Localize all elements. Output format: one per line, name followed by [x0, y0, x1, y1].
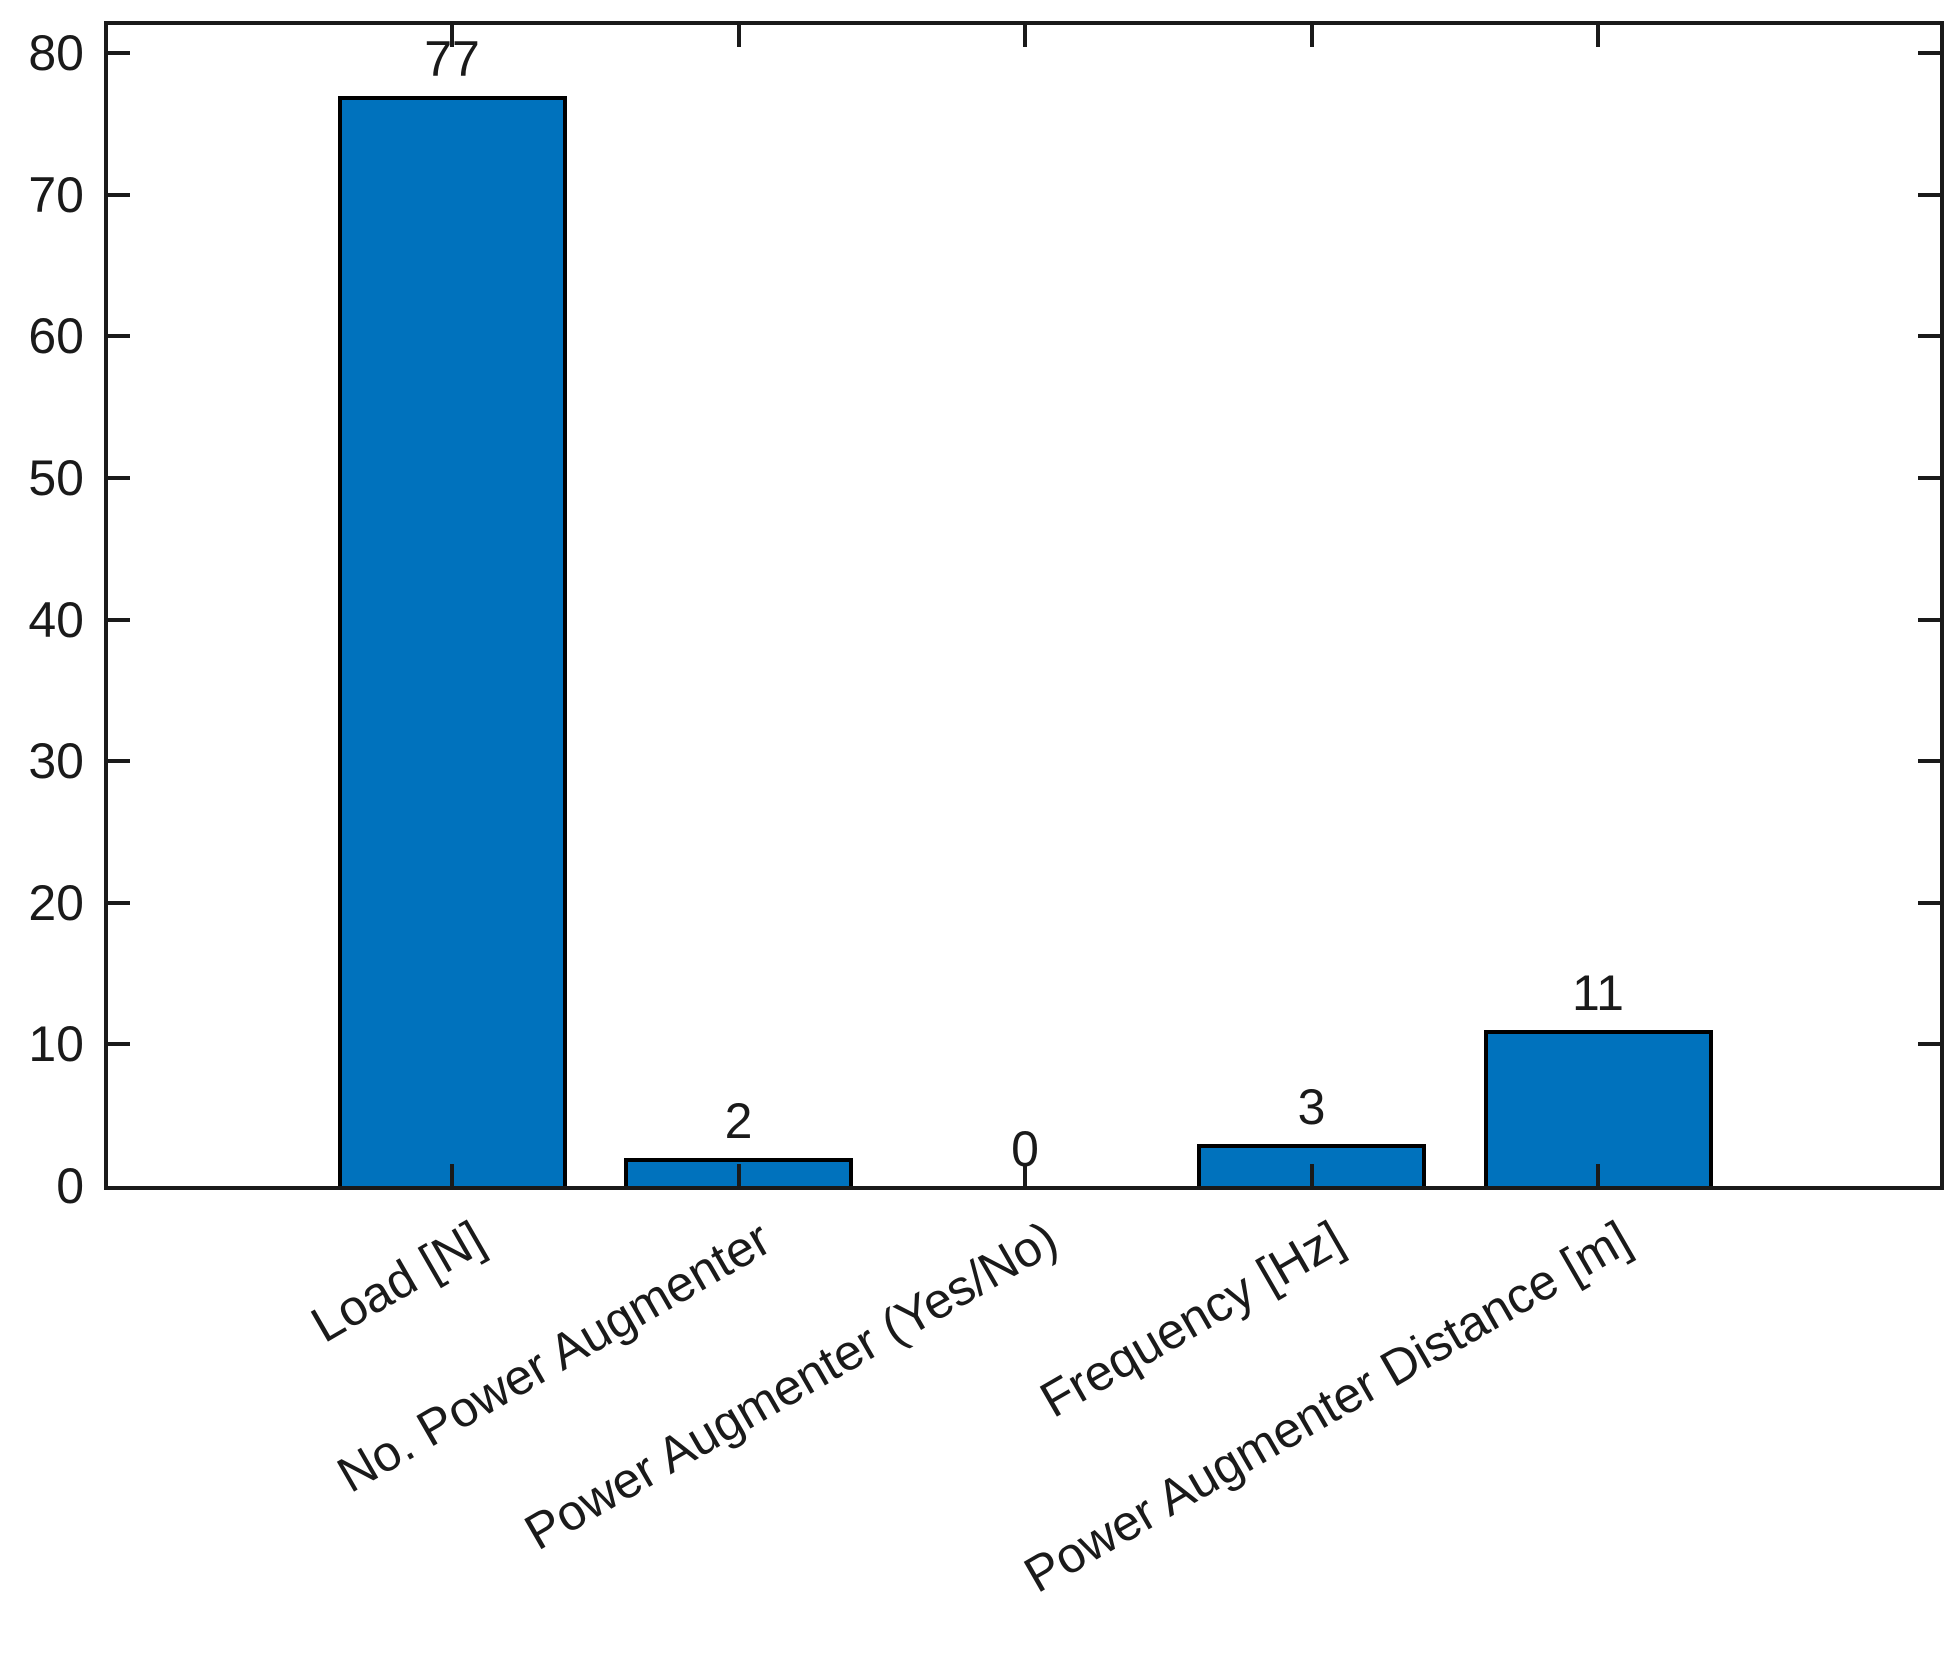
- y-axis-tick-label: 80: [28, 25, 84, 82]
- y-axis-tick-label: 70: [28, 166, 84, 223]
- y-axis-tick-label: 40: [28, 591, 84, 648]
- y-tick-mark-left: [108, 617, 130, 622]
- y-axis-tick-label: 20: [28, 874, 84, 931]
- y-tick-mark-right: [1918, 900, 1940, 905]
- y-tick-mark-right: [1918, 51, 1940, 56]
- x-tick-mark-bottom: [1023, 1164, 1027, 1186]
- x-tick-mark-top: [1023, 25, 1027, 47]
- plot-area: [104, 21, 1944, 1190]
- y-tick-mark-right: [1918, 334, 1940, 339]
- plot-inner-region: [108, 25, 1940, 1186]
- bar-value-label: 11: [1572, 965, 1624, 1021]
- x-tick-mark-top: [736, 25, 741, 47]
- y-tick-mark-left: [108, 476, 130, 481]
- y-tick-mark-right: [1918, 476, 1940, 481]
- bar-value-label: 3: [1297, 1079, 1326, 1135]
- x-tick-mark-bottom: [1596, 1164, 1600, 1186]
- x-tick-mark-top: [1309, 25, 1314, 47]
- y-tick-mark-left: [108, 1042, 130, 1047]
- y-tick-mark-left: [108, 51, 130, 56]
- x-tick-mark-bottom: [736, 1164, 741, 1186]
- y-tick-mark-right: [1918, 192, 1940, 197]
- bar: [1483, 1030, 1713, 1186]
- x-axis-tick-label: Power Augmenter (Yes/No): [515, 1210, 1067, 1561]
- y-axis-tick-label: 30: [28, 733, 84, 790]
- y-axis-tick-label: 50: [28, 450, 84, 507]
- x-axis-tick-label: Load [N]: [301, 1210, 494, 1354]
- y-tick-mark-left: [108, 759, 130, 764]
- x-tick-mark-top: [450, 25, 454, 47]
- y-axis-tick-label: 10: [28, 1016, 84, 1073]
- x-tick-mark-bottom: [1309, 1164, 1314, 1186]
- y-tick-mark-left: [108, 900, 130, 905]
- x-tick-mark-top: [1596, 25, 1600, 47]
- y-axis-tick-label: 0: [56, 1158, 84, 1214]
- bar: [337, 96, 567, 1186]
- y-tick-mark-right: [1918, 1042, 1940, 1047]
- y-axis-tick-label: 60: [28, 308, 84, 365]
- y-tick-mark-left: [108, 334, 130, 339]
- y-tick-mark-left: [108, 192, 130, 197]
- x-tick-mark-bottom: [450, 1164, 454, 1186]
- y-tick-mark-right: [1918, 759, 1940, 764]
- y-tick-mark-right: [1918, 617, 1940, 622]
- bar-value-label: 2: [724, 1093, 753, 1149]
